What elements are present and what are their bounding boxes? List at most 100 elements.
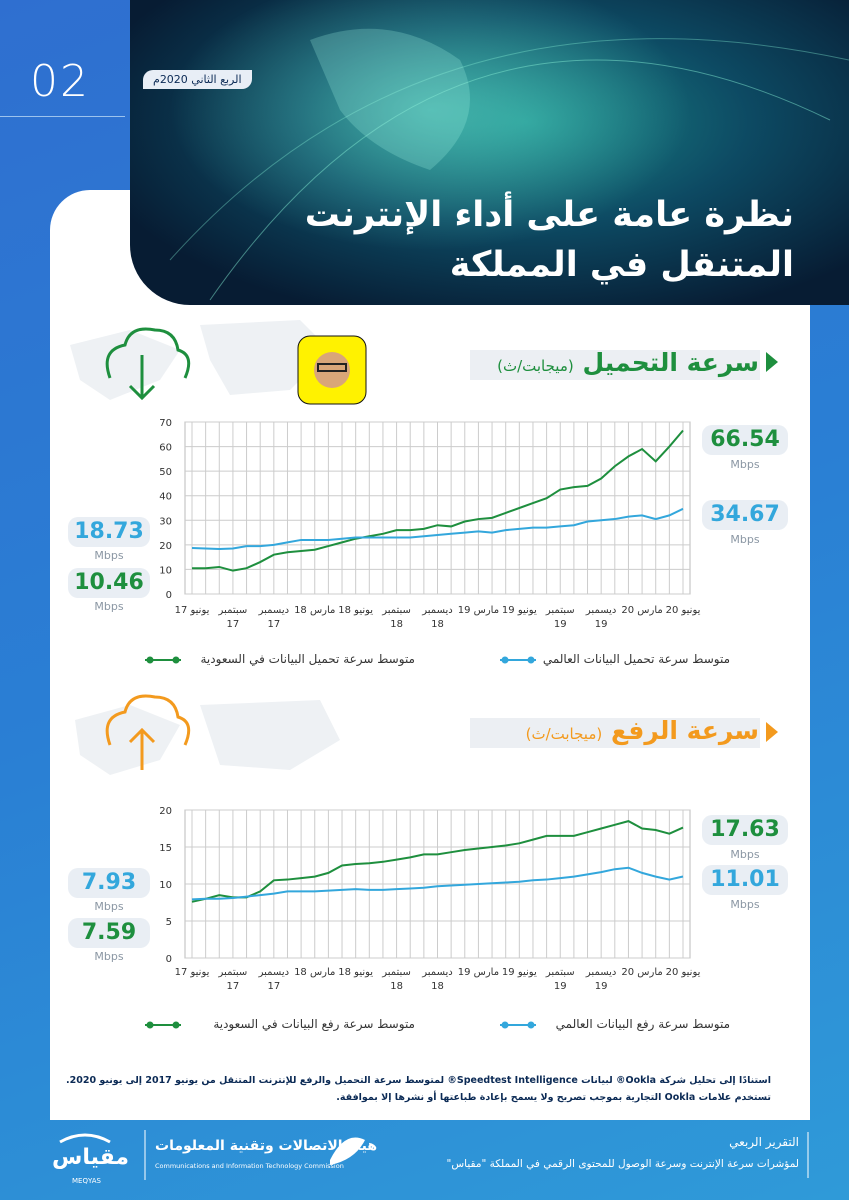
end-value-label: 66.54 [702,425,788,455]
divider [0,116,125,117]
period-badge: الربع الثاني 2020م [143,70,252,89]
x-tick-label: يونيو 18 [338,605,374,616]
legend-swatch-dot [527,1021,535,1029]
section-marker [766,722,778,742]
y-tick-label: 60 [159,443,172,454]
authority-logo [330,1137,365,1165]
x-tick-label: سبتمبر 17 [218,605,248,630]
avatar-glasses [317,363,347,372]
x-tick-label: مارس 19 [457,605,500,616]
x-tick-label: يونيو 20 [665,605,701,616]
footnote: تستخدم علامات Ookla التجارية بموجب تصريح… [336,1092,771,1103]
x-tick-label: ديسمبر 18 [422,967,453,992]
y-tick-label: 40 [159,492,172,503]
footnote: استنادًا إلى تحليل شركة Ookla® لبيانات S… [66,1075,771,1086]
y-tick-label: 20 [159,541,172,552]
y-tick-label: 10 [159,880,172,891]
upload-icon [105,694,191,770]
brand-name: مقياس [52,1145,130,1170]
y-tick-label: 20 [159,806,172,817]
unit-label: Mbps [730,848,760,861]
hero-art [169,0,849,301]
legend-label: متوسط سرعة تحميل البيانات العالمي [542,652,730,666]
page-title: نظرة عامة على أداء الإنترنت [304,195,794,235]
section-title-text: سرعة الرفع [610,716,759,745]
legend-label: متوسط سرعة رفع البيانات في السعودية [213,1017,415,1031]
x-tick-label: سبتمبر 19 [545,605,575,630]
unit-label: Mbps [94,549,124,562]
legend-swatch-dot [146,656,154,664]
legend-swatch-dot [527,656,535,664]
legend-label: متوسط سرعة رفع البيانات العالمي [555,1017,730,1031]
x-tick-label: ديسمبر 19 [585,967,617,992]
x-tick-label: يونيو 18 [338,967,374,978]
series-line [191,866,684,901]
unit-label: Mbps [94,950,124,963]
authority-name: هيئة الاتصالات وتقنية المعلومات [155,1138,378,1154]
unit-label: Mbps [730,898,760,911]
x-tick-label: مارس 19 [457,967,500,978]
section-title: سرعة الرفع (ميجابت/ث) [526,716,759,745]
y-tick-label: 5 [166,917,172,928]
x-tick-label: ديسمبر 17 [258,967,290,992]
start-value-label: 10.46 [68,568,150,598]
x-tick-label: يونيو 20 [665,967,701,978]
x-tick-label: ديسمبر 17 [258,605,290,630]
unit-label: Mbps [94,900,124,913]
authority-latin: Communications and Information Technolog… [155,1162,344,1170]
download-icon [105,327,191,401]
y-tick-label: 70 [159,418,172,429]
unit-label: Mbps [730,533,760,546]
x-tick-label: مارس 20 [621,605,663,616]
y-tick-label: 0 [166,590,172,601]
legend-label: متوسط سرعة تحميل البيانات في السعودية [200,652,416,666]
x-tick-label: مارس 18 [294,967,336,978]
section-marker [766,352,778,372]
footer-report: التقرير الربعي [729,1135,799,1149]
x-tick-label: سبتمبر 18 [382,967,411,992]
legend-swatch-dot [501,656,509,664]
end-value-label: 17.63 [702,815,788,845]
x-tick-label: مارس 20 [621,967,663,978]
x-tick-label: سبتمبر 17 [218,967,248,992]
unit-label: Mbps [94,600,124,613]
y-tick-label: 30 [159,516,172,527]
x-tick-label: يونيو 19 [501,967,537,978]
unit-label: Mbps [730,458,760,471]
end-value-label: 11.01 [702,865,788,895]
x-tick-label: يونيو 17 [174,605,210,616]
series-line [191,507,684,551]
section-title: سرعة التحميل (ميجابت/ث) [497,348,759,377]
y-tick-label: 10 [159,565,172,576]
x-tick-label: سبتمبر 19 [545,967,575,992]
page-number: 02 [30,56,90,107]
start-value-label: 18.73 [68,517,150,547]
brand-latin: MEQYAS [72,1177,101,1185]
section-subtitle: (ميجابت/ث) [497,357,574,375]
x-tick-label: يونيو 17 [174,967,210,978]
legend-swatch-dot [172,656,180,664]
brand-logo [59,1133,111,1144]
legend-swatch-dot [172,1021,180,1029]
section-title-text: سرعة التحميل [582,348,759,377]
section-subtitle: (ميجابت/ث) [525,725,603,743]
x-tick-label: ديسمبر 18 [422,605,453,630]
legend-swatch-dot [146,1021,154,1029]
x-tick-label: سبتمبر 18 [382,605,411,630]
series-line [191,429,684,572]
page-title: المتنقل في المملكة [449,245,794,285]
section-bar [470,718,760,748]
x-tick-label: ديسمبر 19 [585,605,617,630]
start-value-label: 7.59 [68,918,150,948]
x-tick-label: مارس 18 [294,605,336,616]
y-tick-label: 0 [166,954,172,965]
series-line [191,820,684,903]
hero-image [130,0,849,305]
y-tick-label: 15 [159,843,172,854]
section-bar [470,350,760,380]
x-tick-label: يونيو 19 [501,605,537,616]
